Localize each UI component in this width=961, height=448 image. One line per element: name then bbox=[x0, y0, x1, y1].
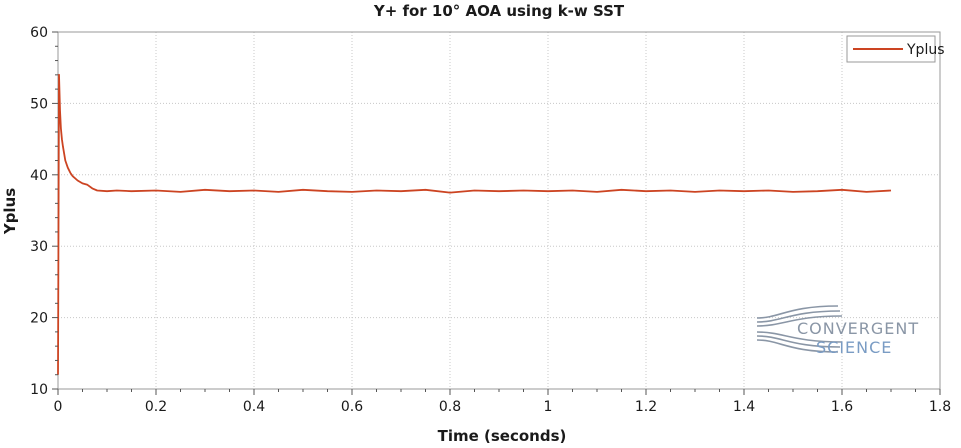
logo-swoosh-icon bbox=[756, 305, 843, 353]
x-tick-label: 1.8 bbox=[929, 399, 951, 415]
x-tick-label: 1.6 bbox=[831, 399, 853, 415]
logo-swoosh-line bbox=[756, 310, 841, 323]
axis-ticks: 0 0.2 0.4 0.6 0.8 1 1.2 1.4 1.6 1.8 10 20 30 40 50 60 bbox=[30, 25, 951, 415]
x-tick-label: 0.6 bbox=[341, 399, 363, 415]
logo-swoosh-line bbox=[756, 331, 843, 343]
y-tick-label: 50 bbox=[30, 96, 48, 112]
x-tick-label: 0.8 bbox=[439, 399, 461, 415]
x-axis-label: Time (seconds) bbox=[438, 427, 567, 445]
y-tick-label: 10 bbox=[30, 382, 48, 398]
series-layer bbox=[57, 73, 892, 375]
x-tick-label: 1.4 bbox=[733, 399, 755, 415]
x-tick-label: 0.4 bbox=[243, 399, 265, 415]
logo-swoosh-line bbox=[756, 315, 843, 327]
legend-label-yplus: Yplus bbox=[906, 42, 945, 58]
logo-swoosh-line bbox=[756, 335, 841, 348]
y-tick-label: 30 bbox=[30, 239, 48, 255]
y-tick-label: 60 bbox=[30, 25, 48, 41]
convergent-science-logo: CONVERGENT SCIENCE bbox=[756, 305, 919, 357]
logo-text-convergent: CONVERGENT bbox=[797, 319, 919, 338]
x-tick-label: 0 bbox=[54, 399, 63, 415]
chart-title: Y+ for 10° AOA using k-w SST bbox=[373, 2, 625, 20]
y-tick-label: 40 bbox=[30, 168, 48, 184]
y-tick-label: 20 bbox=[30, 311, 48, 327]
legend: Yplus bbox=[846, 35, 945, 63]
y-axis-label: Yplus bbox=[1, 188, 19, 235]
x-tick-label: 0.2 bbox=[145, 399, 167, 415]
x-tick-label: 1.2 bbox=[635, 399, 657, 415]
series-line-yplus bbox=[57, 73, 892, 375]
logo-text-science: SCIENCE bbox=[816, 338, 892, 357]
x-tick-label: 1 bbox=[544, 399, 553, 415]
logo-swoosh-line bbox=[756, 339, 839, 353]
logo-swoosh-line bbox=[756, 305, 839, 319]
